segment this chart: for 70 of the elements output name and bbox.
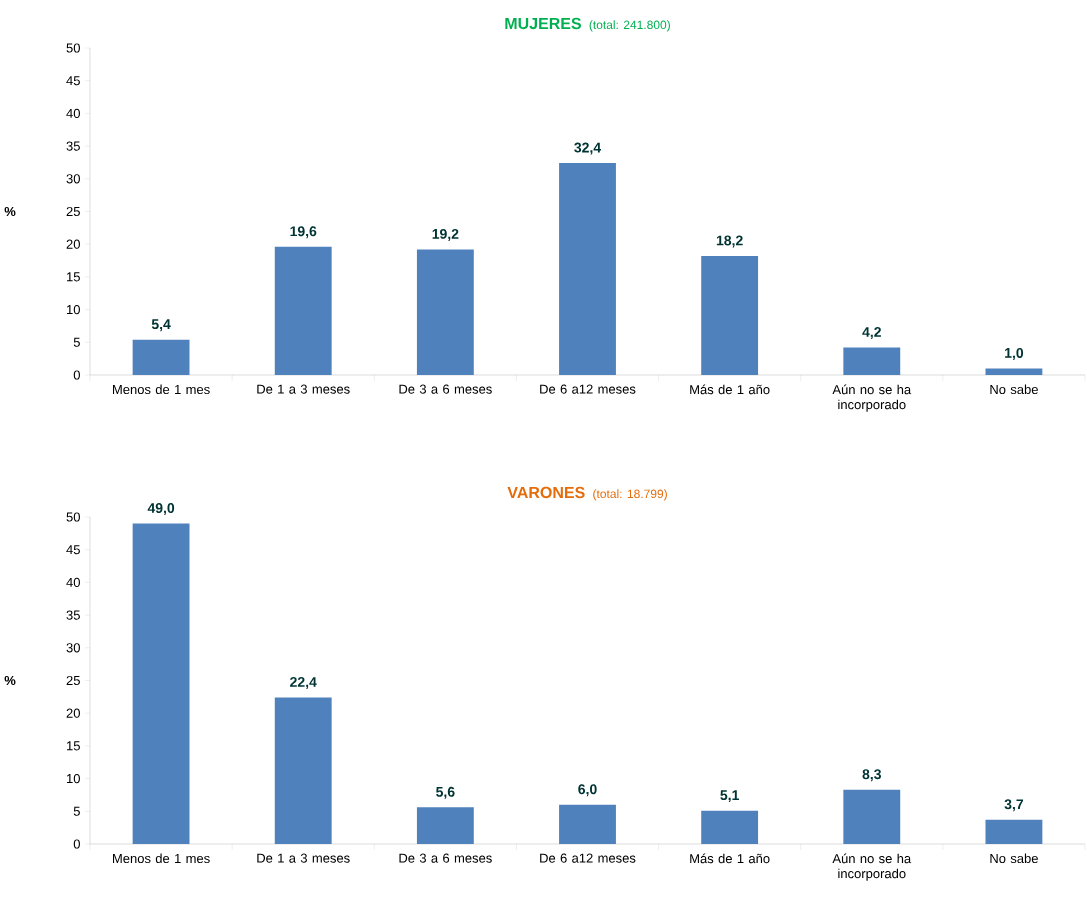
bar <box>132 339 190 375</box>
chart-subtitle: (total: 18.799) <box>593 489 667 501</box>
bar <box>985 819 1043 844</box>
x-tick-label: De 3 a 6 meses <box>399 853 492 863</box>
chart-title: VARONES <box>507 486 585 499</box>
data-label: 4,2 <box>862 327 881 339</box>
y-tick-label: 5 <box>73 337 80 347</box>
y-tick-label: 20 <box>66 239 80 249</box>
bar <box>701 810 759 844</box>
data-label: 19,2 <box>432 228 459 241</box>
x-tick-label: Más de 1 año <box>690 853 770 864</box>
x-tick-label: Menos de 1 mes <box>113 384 210 395</box>
data-label: 32,4 <box>574 142 602 155</box>
bar <box>274 246 332 375</box>
x-tick-label: No sabe <box>990 853 1038 864</box>
y-tick-label: 45 <box>66 545 80 555</box>
y-tick-label: 35 <box>66 610 80 620</box>
y-tick-label: 5 <box>73 806 80 816</box>
y-axis-title: % <box>4 206 16 217</box>
x-tick-label: De 6 a12 meses <box>540 384 636 394</box>
data-label: 1,0 <box>1005 347 1024 360</box>
bar <box>274 697 332 844</box>
bar <box>701 255 759 375</box>
bar <box>559 163 616 375</box>
data-label: 5,1 <box>720 790 739 803</box>
x-tick-label: De 1 a 3 meses <box>257 384 350 394</box>
data-label: 3,7 <box>1004 799 1024 812</box>
y-tick-label: 20 <box>66 708 80 718</box>
data-label: 19,6 <box>290 226 317 239</box>
bar <box>559 804 616 844</box>
y-tick-label: 10 <box>67 773 80 784</box>
y-tick-label: 40 <box>66 108 80 118</box>
data-label: 5,6 <box>436 786 455 799</box>
x-tick-label: Más de 1 año <box>690 384 770 395</box>
y-tick-label: 50 <box>66 512 80 522</box>
y-tick-label: 15 <box>67 272 80 282</box>
bar <box>985 368 1043 375</box>
y-tick-label: 0 <box>73 839 80 849</box>
bar <box>416 249 474 375</box>
data-label: 8,3 <box>862 769 882 782</box>
bar <box>843 347 901 375</box>
y-tick-label: 35 <box>66 141 80 151</box>
y-tick-label: 0 <box>73 370 80 380</box>
y-tick-label: 10 <box>67 304 80 315</box>
bar <box>132 523 190 844</box>
x-tick-label: De 3 a 6 meses <box>399 384 492 394</box>
bar <box>416 807 474 844</box>
x-tick-label: Aún no se ha incorporado <box>832 853 912 881</box>
y-tick-label: 40 <box>66 577 80 587</box>
x-tick-label: De 1 a 3 meses <box>257 853 350 863</box>
bar <box>843 789 901 844</box>
y-tick-label: 15 <box>67 741 80 751</box>
data-label: 6,0 <box>578 784 597 797</box>
y-tick-label: 25 <box>66 675 80 686</box>
y-tick-label: 25 <box>66 206 80 217</box>
chart-subtitle: (total: 241.800) <box>589 20 670 32</box>
x-tick-label: De 6 a12 meses <box>540 853 636 863</box>
y-tick-label: 50 <box>66 43 80 53</box>
chart-title: MUJERES <box>505 17 582 30</box>
x-tick-label: No sabe <box>990 384 1038 395</box>
y-tick-label: 30 <box>66 174 80 184</box>
x-tick-label: Aún no se ha incorporado <box>832 384 912 412</box>
x-tick-label: Menos de 1 mes <box>113 853 210 864</box>
data-label: 18,2 <box>716 235 743 248</box>
data-label: 5,4 <box>151 319 171 332</box>
y-tick-label: 30 <box>66 643 80 653</box>
data-label: 22,4 <box>290 677 317 689</box>
y-tick-label: 45 <box>66 76 80 86</box>
data-label: 49,0 <box>147 503 175 515</box>
y-axis-title: % <box>4 675 16 686</box>
